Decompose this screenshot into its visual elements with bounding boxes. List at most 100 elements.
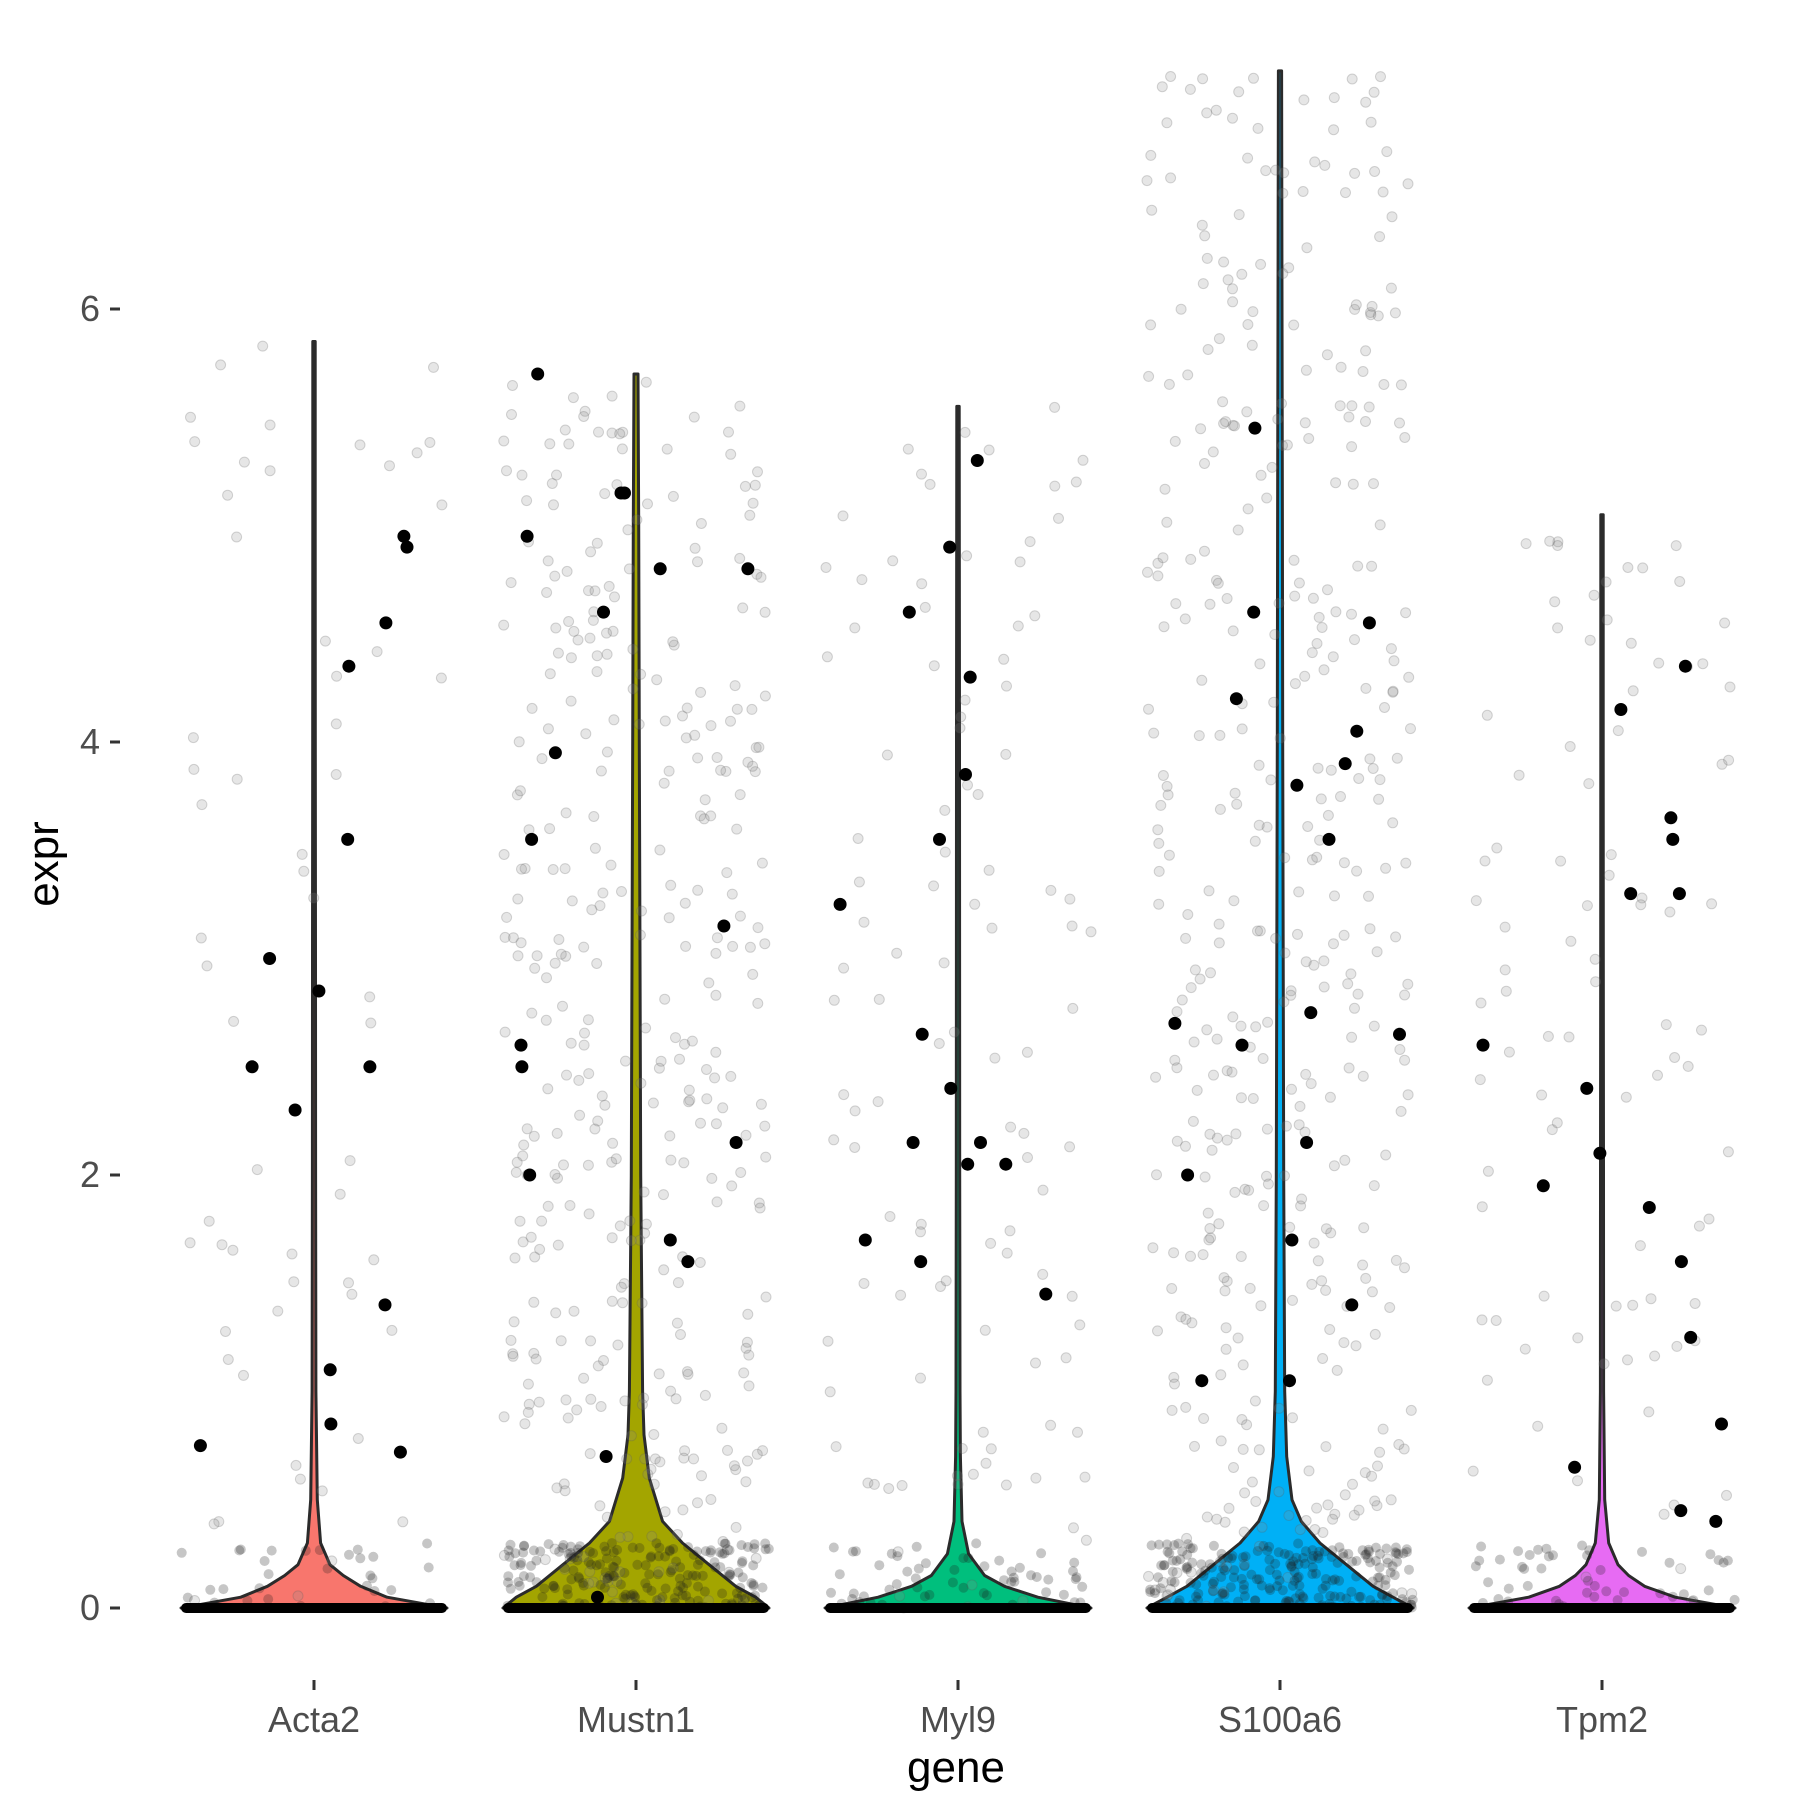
jitter-point: [1311, 1568, 1321, 1579]
jitter-point: [721, 867, 733, 879]
jitter-point: [849, 1105, 861, 1117]
jitter-point: [1637, 562, 1649, 574]
jitter-point: [605, 859, 617, 871]
jitter-point: [1536, 1089, 1548, 1101]
jitter-point: [1143, 703, 1154, 715]
jitter-point: [1338, 1551, 1349, 1562]
jitter-point: [528, 1347, 540, 1359]
jitter-point: [578, 411, 590, 422]
jitter-point: [1373, 1572, 1383, 1583]
jitter-point: [737, 1556, 748, 1567]
jitter-point: [1162, 1539, 1172, 1550]
jitter-point: [1262, 1545, 1273, 1556]
jitter-point: [977, 1426, 989, 1438]
highlight-point: [312, 984, 326, 998]
jitter-point: [698, 813, 710, 825]
jitter-point: [634, 1234, 646, 1246]
jitter-point: [748, 1560, 759, 1571]
jitter-point: [1470, 1561, 1481, 1572]
jitter-point: [1284, 1221, 1296, 1233]
jitter-point: [368, 1254, 380, 1266]
jitter-point: [560, 807, 572, 819]
jitter-point: [1388, 655, 1400, 667]
jitter-point: [563, 438, 575, 450]
jitter-point: [692, 752, 704, 764]
jitter-point: [1281, 439, 1293, 451]
jitter-point: [1325, 1227, 1337, 1239]
jitter-point: [1292, 928, 1303, 940]
jitter-point: [584, 1566, 596, 1578]
jitter-point: [1143, 370, 1155, 382]
jitter-point: [625, 1235, 637, 1247]
jitter-point: [1346, 73, 1358, 85]
jitter-point: [1277, 440, 1288, 451]
jitter-point: [254, 1583, 265, 1594]
jitter-point: [1220, 416, 1232, 428]
jitter-point: [1312, 1255, 1324, 1267]
jitter-point: [548, 1580, 559, 1591]
jitter-point: [1353, 1504, 1365, 1516]
jitter-point: [1239, 1561, 1250, 1572]
jitter-point: [692, 884, 704, 896]
jitter-point: [1143, 1570, 1154, 1582]
jitter-point: [562, 1584, 573, 1595]
jitter-point: [1287, 1412, 1298, 1424]
jitter-point: [1627, 685, 1639, 697]
jitter-point: [508, 1316, 520, 1328]
jitter-point: [739, 480, 751, 492]
jitter-point: [1201, 1024, 1213, 1036]
jitter-point: [1176, 994, 1188, 1006]
jitter-point: [534, 1243, 546, 1255]
jitter-point: [1402, 1089, 1414, 1101]
jitter-point: [692, 1497, 703, 1509]
jitter-point: [1372, 310, 1384, 322]
jitter-point: [1169, 1577, 1180, 1588]
jitter-point: [536, 753, 548, 765]
jitter-point: [557, 1542, 568, 1553]
jitter-point: [617, 426, 629, 438]
jitter-point: [1377, 1423, 1389, 1435]
jitter-point: [1221, 1065, 1233, 1077]
jitter-point: [187, 732, 199, 744]
jitter-point: [1227, 1550, 1238, 1561]
highlight-point: [833, 897, 847, 911]
jitter-point: [352, 1433, 364, 1444]
jitter-point: [1321, 1574, 1331, 1584]
jitter-point: [969, 898, 981, 910]
jitter-point: [529, 1251, 541, 1263]
jitter-point: [1201, 107, 1213, 119]
jitter-point: [1152, 570, 1164, 582]
jitter-point: [1718, 1557, 1729, 1568]
jitter-point: [1335, 791, 1346, 802]
jitter-point: [1300, 1515, 1312, 1526]
jitter-point: [1251, 1574, 1262, 1585]
jitter-point: [1331, 1364, 1343, 1376]
jitter-point: [1193, 1588, 1204, 1599]
jitter-point: [731, 823, 743, 835]
jitter-point: [1197, 73, 1209, 85]
jitter-point: [606, 1538, 617, 1549]
jitter-point: [1289, 1575, 1300, 1586]
jitter-point: [752, 466, 763, 478]
jitter-point: [1173, 1538, 1184, 1549]
violin-mustn1: [501, 372, 771, 1610]
jitter-point: [1317, 1583, 1328, 1594]
jitter-point: [518, 1571, 529, 1582]
jitter-point: [1365, 307, 1376, 318]
jitter-point: [1320, 1580, 1331, 1591]
jitter-point: [716, 1422, 728, 1434]
jitter-point: [547, 864, 559, 875]
jitter-point: [891, 1579, 902, 1590]
jitter-point: [887, 555, 899, 567]
jitter-point: [1229, 787, 1241, 799]
jitter-point: [933, 1038, 945, 1049]
highlight-point: [323, 1363, 337, 1377]
jitter-point: [308, 892, 320, 904]
jitter-point: [1371, 1556, 1381, 1566]
jitter-point: [1187, 1557, 1198, 1568]
highlight-point: [961, 1157, 975, 1171]
jitter-point: [726, 888, 738, 900]
jitter-point: [1338, 1548, 1349, 1559]
jitter-point: [595, 765, 607, 777]
jitter-point: [1022, 1152, 1033, 1163]
